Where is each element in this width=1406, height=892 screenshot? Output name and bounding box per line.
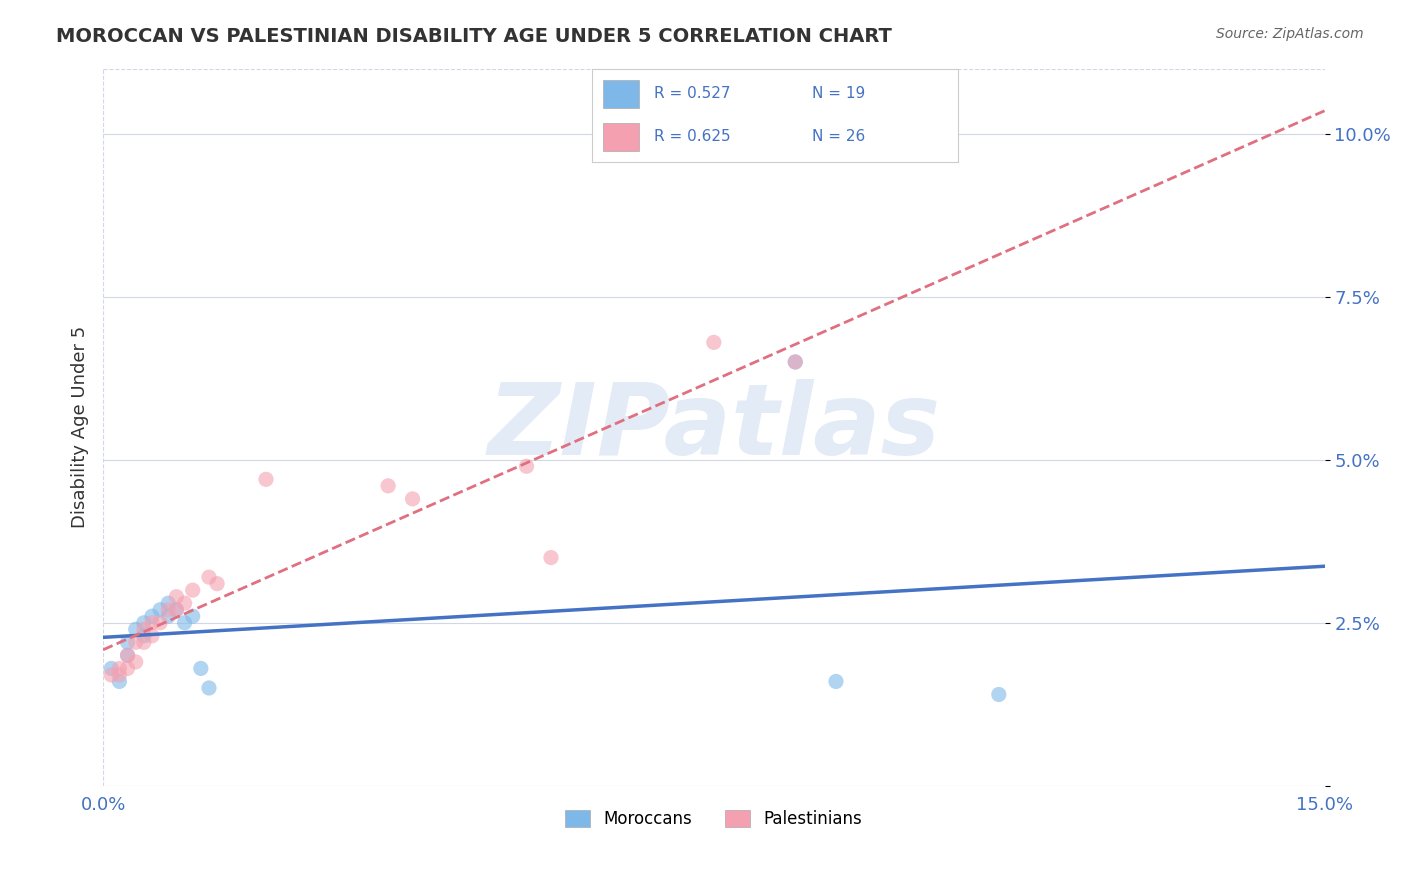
Point	[516, 459, 538, 474]
Point	[117, 648, 139, 663]
Point	[165, 603, 187, 617]
Point	[987, 688, 1010, 702]
Text: MOROCCAN VS PALESTINIAN DISABILITY AGE UNDER 5 CORRELATION CHART: MOROCCAN VS PALESTINIAN DISABILITY AGE U…	[56, 27, 893, 45]
Text: Source: ZipAtlas.com: Source: ZipAtlas.com	[1216, 27, 1364, 41]
Point	[117, 648, 139, 663]
Point	[157, 609, 180, 624]
Point	[173, 596, 195, 610]
Point	[165, 590, 187, 604]
Point	[157, 596, 180, 610]
Point	[181, 609, 204, 624]
Point	[117, 635, 139, 649]
Point	[181, 583, 204, 598]
Point	[141, 609, 163, 624]
Point	[108, 668, 131, 682]
Point	[165, 603, 187, 617]
Point	[149, 603, 172, 617]
Point	[132, 622, 155, 636]
Text: ZIPatlas: ZIPatlas	[488, 378, 941, 475]
Point	[125, 622, 148, 636]
Point	[377, 479, 399, 493]
Point	[100, 661, 122, 675]
Point	[141, 629, 163, 643]
Point	[254, 472, 277, 486]
Legend: Moroccans, Palestinians: Moroccans, Palestinians	[558, 804, 869, 835]
Point	[108, 674, 131, 689]
Point	[198, 570, 221, 584]
Point	[825, 674, 848, 689]
Point	[205, 576, 228, 591]
Point	[785, 355, 807, 369]
Point	[132, 615, 155, 630]
Point	[173, 615, 195, 630]
Point	[100, 668, 122, 682]
Point	[108, 661, 131, 675]
Point	[117, 661, 139, 675]
Point	[157, 603, 180, 617]
Point	[141, 615, 163, 630]
Point	[198, 681, 221, 695]
Point	[132, 629, 155, 643]
Point	[401, 491, 423, 506]
Point	[132, 635, 155, 649]
Point	[703, 335, 725, 350]
Y-axis label: Disability Age Under 5: Disability Age Under 5	[72, 326, 89, 528]
Point	[540, 550, 562, 565]
Point	[785, 355, 807, 369]
Point	[125, 655, 148, 669]
Point	[190, 661, 212, 675]
Point	[125, 635, 148, 649]
Point	[149, 615, 172, 630]
